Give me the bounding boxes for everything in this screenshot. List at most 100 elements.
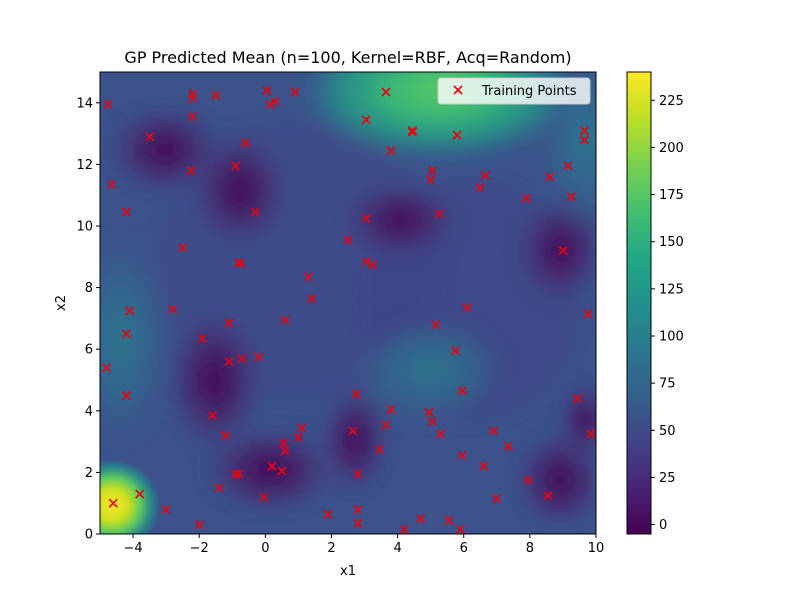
x-tick-label: 6 — [460, 541, 468, 556]
x-tick-label: −4 — [123, 541, 142, 556]
training-point — [462, 303, 472, 313]
training-point — [230, 469, 241, 479]
training-point — [353, 469, 363, 479]
training-point — [381, 420, 391, 430]
training-point — [187, 112, 198, 122]
training-point — [178, 242, 188, 253]
training-point — [214, 483, 224, 493]
y-tick-label: 8 — [85, 281, 93, 296]
training-point — [125, 306, 135, 316]
training-points-series — [102, 85, 596, 534]
x-tick-label: 10 — [588, 541, 605, 556]
legend-marker-icon — [453, 85, 463, 95]
training-point — [307, 293, 317, 303]
training-point — [424, 407, 434, 417]
training-point — [426, 175, 436, 185]
legend-entry-training-points: Training Points — [481, 84, 577, 99]
colorbar-tick-label: 0 — [659, 518, 667, 533]
training-point — [106, 179, 117, 190]
training-point — [457, 450, 467, 461]
training-point — [187, 93, 198, 103]
training-point — [303, 272, 313, 282]
training-point — [280, 446, 290, 456]
training-point — [278, 438, 289, 448]
training-point — [431, 319, 441, 330]
training-point — [361, 213, 371, 223]
y-tick-label: 6 — [85, 343, 93, 358]
training-point — [254, 352, 264, 362]
x-tick-label: 4 — [393, 541, 401, 556]
training-point — [455, 524, 466, 534]
y-tick-label: 14 — [76, 96, 93, 111]
legend: Training Points — [437, 77, 591, 105]
training-point — [361, 115, 371, 125]
colorbar-tick-label: 100 — [659, 330, 684, 345]
training-point — [168, 304, 178, 314]
training-point — [583, 309, 593, 319]
training-point — [450, 346, 461, 356]
training-point — [207, 410, 218, 421]
training-point — [121, 390, 132, 401]
training-point — [374, 444, 385, 454]
training-point — [224, 318, 234, 328]
training-point — [475, 182, 485, 193]
training-point — [586, 429, 596, 439]
colorbar: 0 25 50 75 100 125 150 175 200 225 — [626, 71, 684, 535]
training-point — [161, 504, 171, 514]
colorbar-tick-label: 150 — [659, 235, 684, 250]
training-point — [265, 99, 275, 109]
training-point — [579, 125, 590, 136]
x-tick-label: −2 — [190, 541, 209, 556]
training-point — [386, 145, 396, 156]
training-point — [211, 90, 221, 100]
training-point — [186, 165, 196, 176]
training-point — [234, 258, 244, 268]
heatmap-background — [100, 72, 596, 534]
training-point — [221, 430, 231, 441]
chart-title: GP Predicted Mean (n=100, Kernel=RBF, Ac… — [124, 48, 571, 67]
training-point — [444, 515, 454, 525]
y-axis-ticks: 0 2 4 6 8 10 12 14 — [76, 96, 100, 543]
colorbar-tick-label: 75 — [659, 377, 676, 392]
training-point — [407, 125, 418, 136]
y-axis-label: x2 — [54, 295, 69, 311]
training-point — [434, 209, 444, 219]
training-point — [343, 235, 353, 245]
training-point — [386, 404, 396, 414]
training-point — [102, 363, 112, 373]
training-point — [259, 492, 269, 502]
training-point — [480, 170, 490, 180]
training-point — [488, 426, 499, 436]
training-point — [523, 475, 533, 485]
training-point — [435, 429, 446, 439]
x-axis-label: x1 — [340, 564, 356, 579]
training-point — [348, 426, 358, 436]
training-point — [573, 393, 583, 404]
training-point — [478, 461, 489, 471]
training-point — [234, 469, 244, 479]
training-point — [262, 85, 272, 96]
training-point — [121, 329, 132, 339]
training-point — [351, 389, 361, 399]
training-point — [108, 498, 118, 508]
training-point — [293, 432, 304, 442]
training-point — [121, 207, 132, 217]
training-point — [240, 138, 251, 148]
colorbar-tick-label: 25 — [659, 471, 676, 486]
training-point — [235, 258, 246, 268]
training-point — [290, 87, 300, 97]
colorbar-tick-label: 125 — [659, 282, 684, 297]
training-point — [270, 96, 280, 106]
training-point — [521, 193, 532, 203]
training-point — [144, 132, 155, 142]
colorbar-tick-label: 175 — [659, 188, 684, 203]
colorbar-tick-label: 225 — [659, 94, 684, 109]
training-point — [224, 356, 234, 367]
training-point — [563, 161, 573, 171]
training-point — [427, 416, 437, 427]
training-point — [277, 466, 287, 476]
training-point — [353, 504, 363, 514]
y-tick-label: 2 — [85, 466, 93, 481]
training-point — [323, 509, 333, 519]
